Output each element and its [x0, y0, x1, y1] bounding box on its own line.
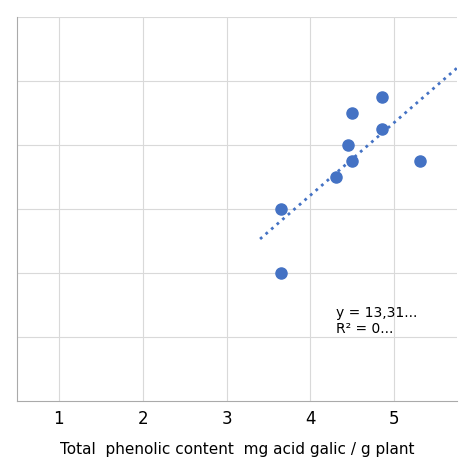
Point: [378, 93, 385, 100]
Text: y = 13,31...
R² = 0...: y = 13,31... R² = 0...: [336, 306, 417, 336]
Point: [348, 109, 356, 117]
Point: [332, 173, 339, 181]
Point: [378, 125, 385, 132]
Point: [277, 205, 285, 212]
Point: [416, 157, 423, 164]
Point: [277, 269, 285, 276]
Point: [348, 157, 356, 164]
Point: [345, 141, 352, 148]
X-axis label: Total  phenolic content  mg acid galic / g plant: Total phenolic content mg acid galic / g…: [60, 442, 414, 457]
